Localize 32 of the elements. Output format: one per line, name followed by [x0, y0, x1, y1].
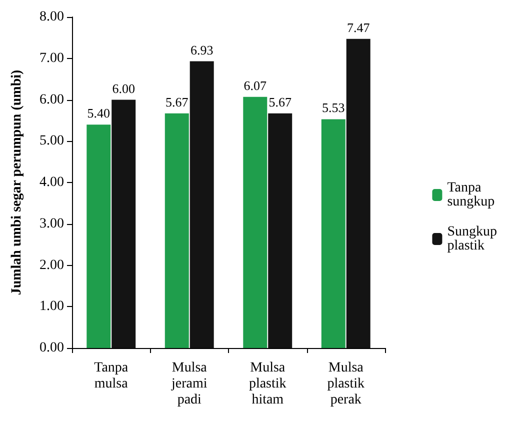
bar: [268, 113, 292, 348]
data-label: 5.53: [322, 100, 345, 116]
bar: [346, 38, 370, 348]
data-label: 6.93: [190, 42, 214, 58]
data-label: 5.40: [87, 106, 110, 121]
x-tick-label: Mulsa plastik perak: [327, 360, 365, 408]
y-tick-label: 4.00: [40, 175, 64, 190]
bar: [190, 61, 214, 348]
legend-label: Sungkup plastik: [447, 224, 498, 254]
bar: [86, 124, 111, 348]
legend-label: Tanpa sungkup: [447, 180, 495, 210]
x-tick-label: Mulsa plastik hitam: [248, 360, 286, 408]
y-axis-title: Jumlah umbi segar perumpun (umbi): [10, 69, 24, 296]
y-tick-label: 6.00: [40, 92, 64, 108]
data-label: 6.07: [244, 78, 268, 93]
y-tick-label: 1.00: [40, 299, 64, 314]
x-tick-label: Mulsa jerami padi: [170, 360, 208, 408]
x-tick-label: Tanpa mulsa: [94, 360, 129, 392]
data-label: 5.67: [166, 94, 189, 110]
y-tick-label: 8.00: [40, 10, 64, 24]
y-tick-label: 2.00: [40, 258, 64, 273]
y-tick-label: 7.00: [40, 50, 64, 66]
data-label: 7.47: [346, 20, 370, 35]
bar: [112, 100, 136, 348]
bar: [321, 119, 346, 348]
data-label: 6.00: [112, 80, 135, 96]
y-tick-label: 0.00: [40, 340, 64, 356]
bar: [164, 113, 189, 348]
y-tick-label: 5.00: [40, 134, 64, 149]
y-tick-label: 3.00: [40, 216, 64, 232]
bar: [243, 96, 268, 348]
data-label: 5.67: [268, 94, 292, 110]
